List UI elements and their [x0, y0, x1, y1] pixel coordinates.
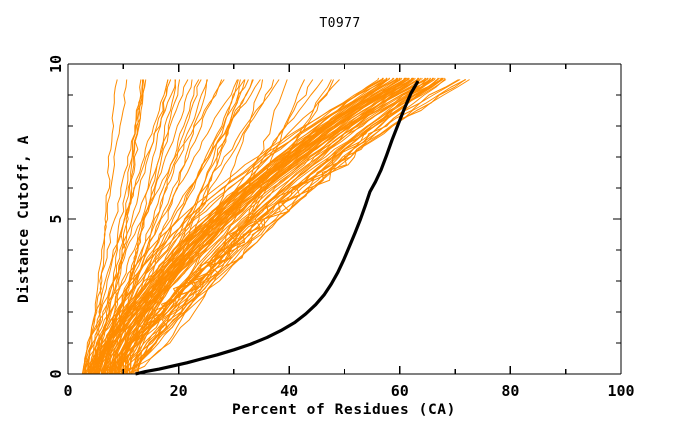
axis-ticks — [67, 63, 622, 375]
prediction-curve — [111, 79, 405, 375]
prediction-curve — [423, 77, 426, 80]
x-tick-label: 40 — [280, 382, 298, 400]
prediction-curves-main — [83, 77, 470, 375]
page-title: T0977 — [319, 16, 360, 31]
prediction-curve — [133, 79, 443, 375]
reference-curve-path — [135, 80, 420, 376]
prediction-curve — [113, 79, 411, 375]
prediction-curve — [97, 79, 261, 375]
prediction-curve — [135, 79, 466, 375]
prediction-curve — [110, 79, 459, 375]
prediction-curve — [398, 77, 400, 80]
prediction-curve — [403, 77, 405, 80]
prediction-curve — [440, 77, 443, 80]
prediction-curve — [385, 77, 388, 80]
prediction-curve — [420, 77, 423, 80]
prediction-curve — [404, 77, 407, 80]
prediction-curve — [424, 77, 427, 80]
prediction-curve — [120, 79, 426, 375]
y-tick-labels: 0 5 10 — [47, 55, 65, 379]
prediction-curve — [399, 77, 401, 80]
prediction-curve — [135, 79, 443, 375]
y-tick-label: 0 — [47, 369, 65, 378]
prediction-curve — [81, 79, 147, 375]
prediction-curve — [400, 77, 403, 80]
prediction-curve — [114, 79, 409, 375]
prediction-curve — [382, 77, 384, 80]
prediction-curve — [132, 79, 435, 375]
prediction-curve — [431, 77, 434, 80]
prediction-curve — [413, 77, 416, 80]
prediction-curve — [122, 79, 434, 375]
x-tick-labels: 0 20 40 60 80 100 — [63, 382, 634, 400]
prediction-curve — [127, 79, 288, 375]
prediction-curve — [410, 77, 413, 80]
prediction-curve — [396, 77, 398, 80]
y-tick-label: 10 — [47, 55, 65, 73]
prediction-curve — [443, 77, 446, 80]
prediction-curve — [83, 79, 389, 375]
prediction-curve — [90, 79, 181, 375]
x-tick-label: 20 — [170, 382, 188, 400]
prediction-curve — [411, 77, 414, 80]
prediction-curve — [377, 77, 380, 80]
prediction-curve — [104, 79, 402, 375]
prediction-curve — [406, 77, 409, 80]
prediction-curve — [407, 77, 410, 80]
prediction-curve — [433, 77, 436, 80]
prediction-curve — [426, 77, 429, 80]
prediction-curve — [83, 79, 189, 375]
prediction-curve — [88, 79, 193, 375]
prediction-curve — [437, 77, 439, 80]
prediction-curve — [114, 79, 470, 375]
prediction-curve — [429, 77, 431, 80]
prediction-curve — [118, 79, 421, 375]
prediction-curve — [95, 79, 118, 375]
prediction-curve — [121, 79, 461, 375]
y-tick-label: 5 — [47, 214, 65, 223]
x-tick-label: 60 — [391, 382, 409, 400]
x-tick-label: 80 — [501, 382, 519, 400]
prediction-curve — [109, 79, 428, 375]
prediction-curve — [417, 77, 420, 80]
prediction-curve — [91, 79, 398, 375]
x-tick-label: 0 — [63, 382, 72, 400]
prediction-curve — [405, 77, 408, 80]
prediction-curve — [392, 77, 395, 80]
prediction-curve — [438, 77, 440, 80]
prediction-curve — [113, 79, 425, 375]
reference-curve — [135, 80, 420, 376]
y-axis-label: Distance Cutoff, A — [16, 135, 32, 303]
prediction-curve — [419, 77, 421, 80]
prediction-curve — [110, 79, 253, 375]
prediction-curve — [130, 79, 438, 375]
prediction-curve — [92, 79, 394, 375]
prediction-curve — [426, 77, 429, 80]
prediction-curve — [388, 77, 390, 80]
prediction-curve — [126, 79, 467, 375]
x-axis-label: Percent of Residues (CA) — [232, 402, 456, 418]
prediction-curve — [88, 79, 169, 375]
prediction-curve — [441, 77, 443, 80]
prediction-curve — [416, 77, 419, 80]
x-tick-label: 100 — [607, 382, 634, 400]
